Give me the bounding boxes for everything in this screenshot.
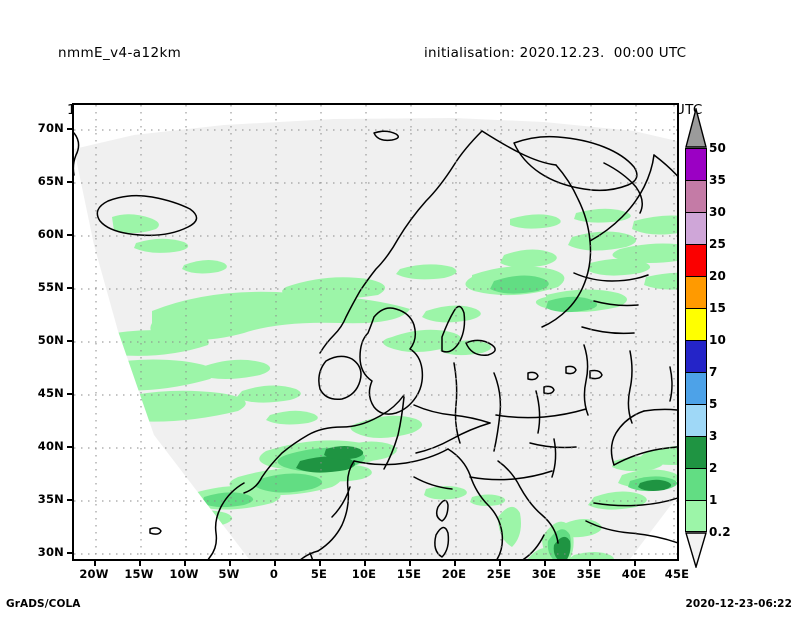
ytick-mark-30n — [67, 552, 72, 554]
colorbar-label-10: 10 — [709, 333, 727, 347]
colorbar-band-3 — [685, 404, 707, 436]
colorbar-label-30: 30 — [709, 205, 727, 219]
colorbar-band-30 — [685, 180, 707, 212]
colorbar-band-0.2 — [685, 500, 707, 532]
chart-header: nmmE_v4-a12km 1-h Acc.Prec. initialisati… — [0, 0, 800, 118]
precipitation-map — [74, 105, 677, 559]
ytick-label-60n: 60N — [37, 227, 64, 241]
ytick-label-70n: 70N — [37, 121, 64, 135]
gridline-layer — [74, 105, 677, 559]
xtick-label-35e: 35E — [576, 567, 602, 581]
colorbar-band-7 — [685, 340, 707, 372]
colorbar-label-2: 2 — [709, 461, 718, 475]
xtick-label-0: 0 — [269, 567, 279, 581]
xtick-mark-20w — [94, 561, 96, 566]
colorbar-label-0.2: 0.2 — [709, 525, 731, 539]
xtick-label-5e: 5E — [310, 567, 328, 581]
xtick-mark-10e — [364, 561, 366, 566]
xtick-label-40e: 40E — [621, 567, 647, 581]
xtick-label-10w: 10W — [169, 567, 199, 581]
xtick-label-25e: 25E — [486, 567, 512, 581]
ytick-mark-40n — [67, 446, 72, 448]
colorbar-label-35: 35 — [709, 173, 727, 187]
ytick-label-30n: 30N — [37, 545, 64, 559]
colorbar-label-15: 15 — [709, 301, 727, 315]
coastline-layer — [74, 130, 677, 559]
xtick-label-20w: 20W — [79, 567, 109, 581]
colorbar-label-7: 7 — [709, 365, 718, 379]
domain-mask-layer — [74, 118, 677, 559]
colorbar-band-20 — [685, 244, 707, 276]
ytick-label-40n: 40N — [37, 439, 64, 453]
colorbar-band-25 — [685, 212, 707, 244]
colorbar-band-15 — [685, 276, 707, 308]
xtick-mark-5w — [229, 561, 231, 566]
xtick-mark-10w — [184, 561, 186, 566]
xtick-label-15w: 15W — [124, 567, 154, 581]
xtick-label-5w: 5W — [218, 567, 240, 581]
ytick-label-50n: 50N — [37, 333, 64, 347]
ytick-mark-45n — [67, 393, 72, 395]
model-name-label: nmmE_v4-a12km — [58, 45, 182, 61]
xtick-mark-0 — [274, 561, 276, 566]
colorbar-band-10 — [685, 308, 707, 340]
xtick-mark-20e — [454, 561, 456, 566]
xtick-label-45e: 45E — [664, 567, 690, 581]
plot-timestamp-label: 2020-12-23-06:22 — [685, 598, 792, 610]
colorbar-band-5 — [685, 372, 707, 404]
ytick-label-65n: 65N — [37, 174, 64, 188]
ytick-mark-65n — [67, 181, 72, 183]
ytick-mark-70n — [67, 128, 72, 130]
colorbar-band-1 — [685, 468, 707, 500]
colorbar-band-35 — [685, 148, 707, 180]
precipitation-colorbar[interactable]: 50 35 30 25 20 15 10 7 5 3 2 1 0.2 — [685, 108, 731, 568]
colorbar-label-25: 25 — [709, 237, 727, 251]
xtick-mark-15e — [409, 561, 411, 566]
xtick-mark-30e — [544, 561, 546, 566]
xtick-label-20e: 20E — [441, 567, 467, 581]
ytick-label-35n: 35N — [37, 492, 64, 506]
ytick-mark-50n — [67, 340, 72, 342]
ytick-label-55n: 55N — [37, 280, 64, 294]
initialisation-label: initialisation: 2020.12.23. 00:00 UTC — [424, 45, 687, 61]
colorbar-label-5: 5 — [709, 397, 718, 411]
xtick-mark-5e — [319, 561, 321, 566]
colorbar-band-2 — [685, 436, 707, 468]
xtick-mark-40e — [634, 561, 636, 566]
ytick-mark-55n — [67, 287, 72, 289]
map-plot-area — [72, 103, 679, 561]
colorbar-label-3: 3 — [709, 429, 718, 443]
ytick-mark-60n — [67, 234, 72, 236]
colorbar-label-20: 20 — [709, 269, 727, 283]
xtick-mark-35e — [589, 561, 591, 566]
xtick-mark-25e — [499, 561, 501, 566]
colorbar-label-1: 1 — [709, 493, 718, 507]
ytick-mark-35n — [67, 499, 72, 501]
xtick-label-30e: 30E — [531, 567, 557, 581]
grads-credit-label: GrADS/COLA — [6, 598, 81, 610]
xtick-label-10e: 10E — [351, 567, 377, 581]
colorbar-cap-over — [685, 108, 707, 148]
colorbar-cap-under — [685, 532, 707, 568]
xtick-mark-15w — [139, 561, 141, 566]
xtick-label-15e: 15E — [396, 567, 422, 581]
ytick-label-45n: 45N — [37, 386, 64, 400]
colorbar-label-50: 50 — [709, 141, 727, 155]
